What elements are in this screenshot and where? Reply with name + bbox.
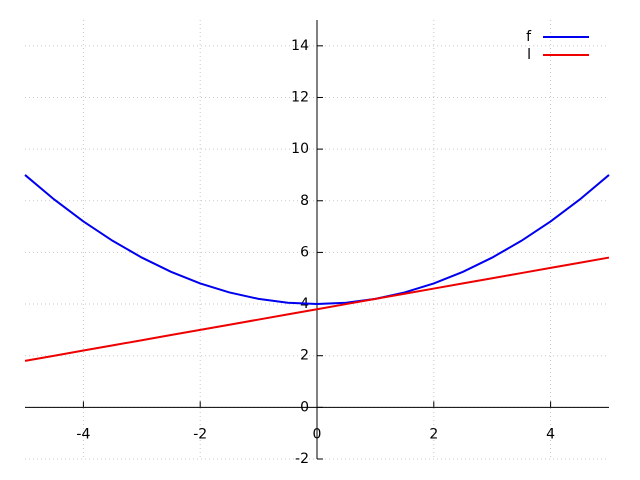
y-tick-label: 14 [291,38,309,54]
series-line [24,256,610,362]
legend-label: l [527,47,531,63]
y-tick-label: 2 [300,348,309,364]
y-tick-label: 10 [291,141,309,157]
y-tick-label: -2 [295,451,309,467]
y-tick-label: 8 [300,193,309,209]
y-tick-label: 6 [300,244,309,260]
x-tick-label: 0 [313,426,322,442]
y-tick-label: 12 [291,89,309,105]
x-tick-label: -4 [76,426,90,442]
x-tick-label: -2 [193,426,207,442]
x-tick-label: 4 [546,426,555,442]
x-tick-label: 2 [429,426,438,442]
series-line [24,174,610,306]
y-tick-label: 0 [300,399,309,415]
legend-label: f [526,29,532,45]
